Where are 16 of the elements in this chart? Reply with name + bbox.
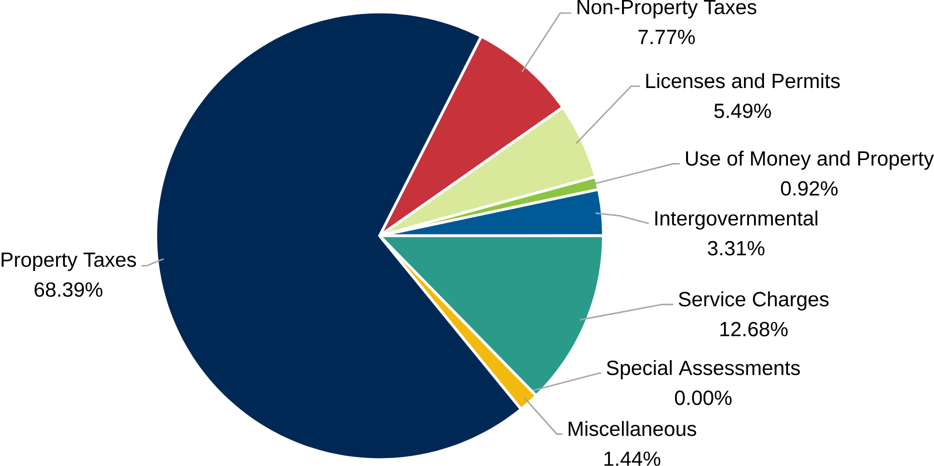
legend-label: Special Assessments <box>606 360 800 380</box>
text: 0.00% <box>674 390 732 406</box>
slice-label: Intergovernmental <box>655 210 818 230</box>
slice-label: Property Taxes <box>2 252 136 272</box>
slice-label: Non-Property Taxes <box>578 0 756 18</box>
slice-label: Licenses and Permits <box>646 73 840 88</box>
slice-label: Service Charges <box>678 291 829 311</box>
data-label: 7.77% <box>638 30 695 44</box>
data-label: 0.92% <box>780 181 838 196</box>
data-label: 3.31% <box>708 241 764 256</box>
data-label: 12.68% <box>720 322 788 336</box>
slice-label: Miscellaneous <box>568 421 696 436</box>
data-label: 1.44% <box>604 452 660 466</box>
slice-label: Use of Money and Property <box>686 150 934 170</box>
data-label: 5.49% <box>714 104 771 118</box>
data-label: 68.39% <box>34 282 102 297</box>
